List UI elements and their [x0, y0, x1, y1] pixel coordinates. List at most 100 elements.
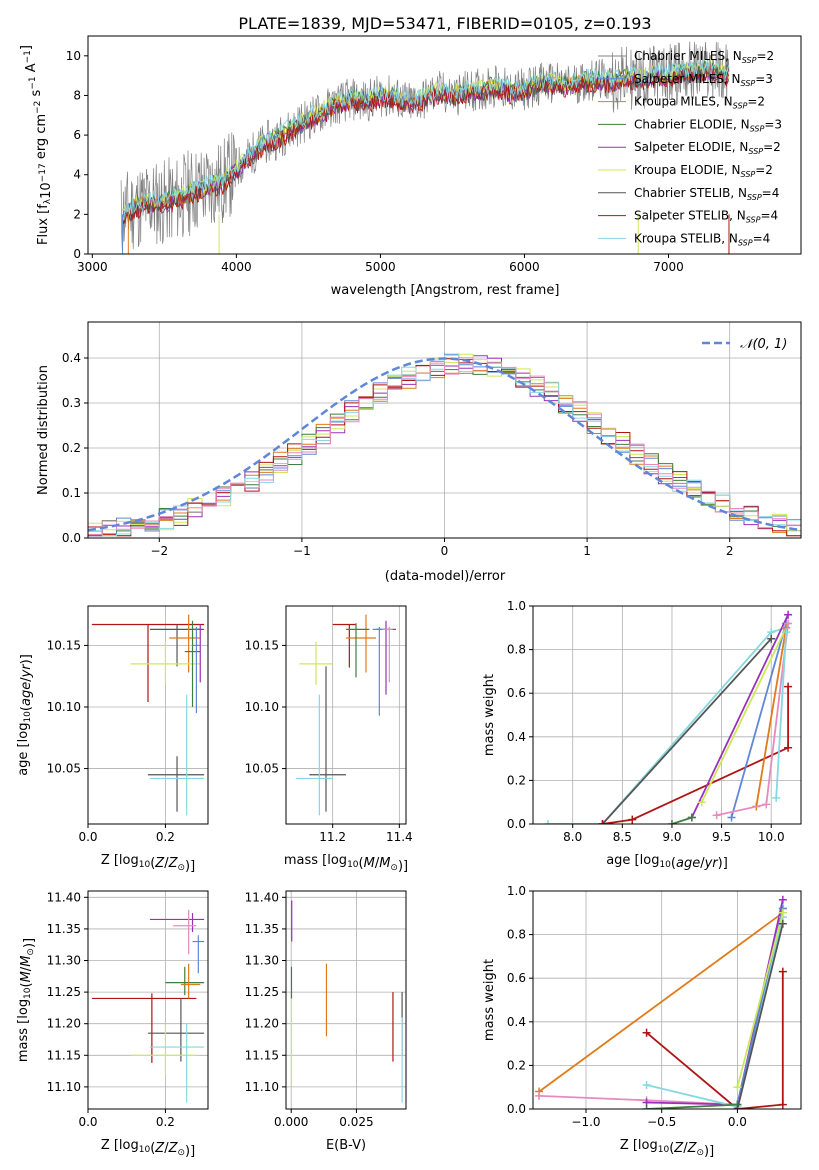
legend-label: 𝒩(0, 1) [740, 337, 787, 352]
axes-frame [532, 605, 802, 825]
x-tick-label: 2 [726, 544, 734, 558]
spectrum-model-line [122, 60, 730, 221]
weight-z-axes-plot-area [533, 891, 801, 1109]
y-tick-label: 0.0 [507, 1102, 526, 1116]
y-tick-label: 10.15 [47, 638, 81, 652]
legend-label: Salpeter STELIB, NSSP=4 [634, 209, 778, 225]
weight-point-marker [543, 820, 552, 824]
legend-label: Salpeter MILES, NSSP=3 [634, 72, 773, 88]
weight-point-marker [733, 1105, 742, 1109]
y-tick-label: 10.10 [245, 700, 279, 714]
y-tick-label: 11.40 [47, 890, 81, 904]
weight-series-line [775, 632, 787, 798]
y-tick-label: 10.05 [245, 762, 279, 776]
y-tick-label: 11.10 [47, 1080, 81, 1094]
x-tick-label: 3000 [77, 260, 108, 274]
mass-ebv-axes-plot-area [286, 891, 406, 1109]
y-tick-label: 0.6 [507, 971, 526, 985]
weight-series-line [755, 627, 787, 807]
x-tick-label: −1 [293, 544, 311, 558]
legend-label: Chabrier ELODIE, NSSP=3 [634, 117, 782, 133]
axes-frame [285, 605, 407, 825]
y-tick-label: 8 [73, 88, 81, 102]
y-tick-label: 11.30 [245, 954, 279, 968]
y-tick-label: 1.0 [507, 884, 526, 898]
x-tick-label: 0.000 [274, 1115, 308, 1129]
weight-age-axes-ylabel: mass weight [482, 674, 497, 756]
weight-z-axes: −1.0 −0.5 0.0 0.0 0.2 0.4 0.6 0.8 1.0 Z [log10(Z/… [482, 884, 802, 1159]
age-mass-axes: 11.2 11.4 10.05 10.10 10.15 mass [log10(M/M⊙)… [245, 605, 413, 874]
weight-point-marker [778, 1100, 787, 1109]
weight-point-marker [778, 908, 787, 917]
weight-point-marker [642, 1081, 651, 1090]
legend-label: Kroupa STELIB, NSSP=4 [634, 231, 770, 247]
x-tick-label: 0.0 [78, 830, 97, 844]
y-tick-label: 0.1 [62, 486, 81, 500]
weight-series-line [547, 626, 787, 824]
x-tick-label: 11.2 [319, 830, 346, 844]
weight-series-line [736, 923, 784, 1109]
weight-age-axes-plot-area [533, 606, 801, 824]
age-z-axes: 0.0 0.2 10.05 10.10 10.15 Z [log10(Z/Z⊙)] age … [16, 605, 209, 874]
y-tick-label: 11.10 [245, 1080, 279, 1094]
residual-ylabel: Normed distribution [36, 365, 51, 495]
y-tick-label: 10.05 [47, 762, 81, 776]
weight-point-marker [784, 682, 793, 691]
mass-z-axes-plot-area [88, 891, 208, 1109]
weight-z-axes-xlabel: Z [log10(Z/Z⊙)] [620, 1138, 714, 1159]
axes-frame [87, 321, 802, 539]
axes-frame [87, 890, 209, 1110]
weight-point-marker [778, 967, 787, 976]
weight-point-marker [727, 813, 736, 822]
x-tick-label: −1.0 [571, 1115, 600, 1129]
normal-curve [88, 357, 801, 532]
weight-age-axes: 8.0 8.5 9.0 9.5 10.0 0.0 0.2 0.4 0.6 0.8 1.0 age [l… [482, 599, 802, 871]
weight-point-marker [697, 798, 706, 807]
y-tick-label: 0 [73, 247, 81, 261]
residual-histogram [88, 357, 801, 535]
y-tick-label: 0.0 [507, 817, 526, 831]
y-tick-label: 0.0 [62, 531, 81, 545]
y-tick-label: 11.25 [245, 985, 279, 999]
weight-point-marker [642, 1105, 651, 1109]
residual-xlabel: (data-model)/error [385, 569, 506, 584]
mass-z-axes: 0.0 0.2 11.10 11.15 11.20 11.25 11.30 11.35 11.4… [16, 890, 209, 1159]
y-tick-label: 0.2 [62, 441, 81, 455]
axes-frame [532, 890, 802, 1110]
y-tick-label: 10.10 [47, 700, 81, 714]
age-z-axes-ylabel: age [log10(age/yr)] [16, 654, 34, 776]
weight-point-marker [784, 610, 793, 619]
weight-z-axes-ylabel: mass weight [482, 959, 497, 1041]
axes-frame [87, 605, 209, 825]
y-tick-label: 11.20 [47, 1017, 81, 1031]
x-tick-label: 10.0 [758, 830, 785, 844]
x-tick-label: 9.0 [662, 830, 681, 844]
y-tick-label: 0.4 [62, 351, 81, 365]
legend-label: Chabrier MILES, NSSP=2 [634, 49, 774, 65]
y-tick-label: 10.15 [245, 638, 279, 652]
x-tick-label: 8.5 [613, 830, 632, 844]
x-tick-label: 4000 [221, 260, 252, 274]
legend-label: Kroupa ELODIE, NSSP=2 [634, 163, 773, 179]
weight-point-marker [628, 815, 637, 824]
y-tick-label: 11.35 [47, 922, 81, 936]
x-tick-label: 8.0 [563, 830, 582, 844]
weight-point-marker [784, 619, 793, 628]
weight-series-line [736, 912, 784, 1088]
weight-point-marker [598, 820, 607, 824]
axes-frame [87, 35, 802, 255]
y-tick-label: 11.15 [47, 1048, 81, 1062]
age-z-axes-plot-area [88, 606, 208, 824]
x-tick-label: 9.5 [712, 830, 731, 844]
weight-series-line [538, 912, 784, 1093]
weight-series-line [730, 623, 787, 818]
weight-series-line [602, 686, 789, 824]
legend-label: Chabrier STELIB, NSSP=4 [634, 186, 779, 202]
mass-z-axes-xlabel: Z [log10(Z/Z⊙)] [101, 1138, 195, 1159]
y-tick-label: 11.35 [245, 922, 279, 936]
y-tick-label: 0.8 [507, 643, 526, 657]
y-tick-label: 11.20 [245, 1017, 279, 1031]
weight-point-marker [784, 743, 793, 752]
weight-point-marker [535, 1091, 544, 1100]
x-tick-label: 0.025 [339, 1115, 373, 1129]
